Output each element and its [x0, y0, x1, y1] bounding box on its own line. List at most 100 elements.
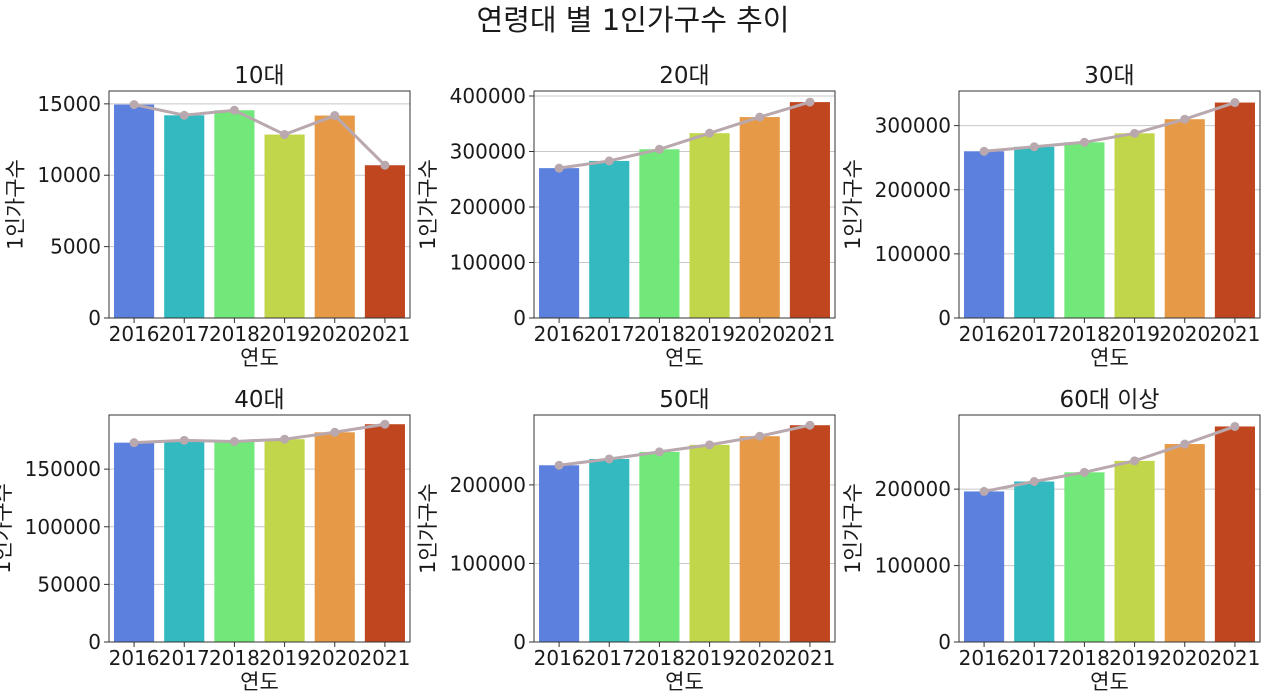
x-tick-label-2017: 2017	[584, 322, 635, 346]
trend-point-2019	[705, 128, 715, 138]
trend-point-2019	[1130, 456, 1140, 466]
trend-point-2016	[979, 486, 989, 496]
bar-2020	[1164, 444, 1205, 642]
bar-2017	[589, 458, 630, 642]
trend-line	[983, 101, 1236, 153]
x-tick-label-2020: 2020	[734, 322, 785, 346]
subplot-title: 10대	[234, 63, 284, 89]
trend-point-2019	[280, 130, 290, 140]
trend-point-2019	[705, 440, 715, 450]
trend-point-2021	[380, 419, 390, 429]
trend-point-2018	[1079, 137, 1089, 147]
trend-point-2018	[229, 437, 239, 447]
bar-2021	[789, 425, 830, 642]
bar-2016	[539, 168, 580, 318]
bar-2017	[1014, 146, 1055, 318]
x-tick-label-2019: 2019	[1109, 646, 1160, 670]
x-tick-label-2017: 2017	[159, 646, 210, 670]
trend-point-2019	[280, 434, 290, 444]
y-tick-label: 100000	[25, 515, 101, 539]
x-tick-label-2019: 2019	[1109, 322, 1160, 346]
bar-2021	[789, 102, 830, 318]
x-axis-label: 연도	[240, 670, 279, 694]
figure-title: 연령대 별 1인가구수 추이	[477, 3, 790, 37]
trend-point-2017	[604, 156, 614, 166]
trend-point-2018	[654, 144, 664, 154]
subplot-title: 40대	[234, 387, 284, 413]
x-axis-label: 연도	[665, 346, 704, 370]
subplot-1: 0 5000 10000 15000 2016 2017 2018 2019 2020 2021 1…	[4, 63, 411, 370]
bar-2019	[264, 439, 305, 642]
bar-2020	[1164, 119, 1205, 318]
trend-point-2021	[380, 160, 390, 170]
trend-point-2021	[1230, 98, 1240, 108]
trend-point-2021	[805, 97, 815, 107]
subplot-2: 0 100000 200000 300000 400000 2016 2017 2018 201…	[416, 63, 836, 370]
trend-point-2020	[330, 111, 340, 121]
trend-point-2020	[755, 112, 765, 122]
y-tick-label: 100000	[875, 554, 951, 578]
trend-point-2020	[330, 427, 340, 437]
x-tick-label-2021: 2021	[359, 322, 410, 346]
bar-2020	[314, 432, 355, 642]
trend-point-2018	[229, 105, 239, 115]
axes-frame	[108, 414, 411, 643]
trend-point-2017	[604, 454, 614, 464]
axes-frame	[958, 414, 1261, 643]
axes-frame	[533, 90, 836, 319]
axes-frame	[108, 90, 411, 319]
bar-2018	[214, 110, 255, 318]
x-tick-label-2017: 2017	[1009, 322, 1060, 346]
bar-2017	[164, 115, 205, 318]
x-tick-label-2019: 2019	[684, 646, 735, 670]
trend-point-2019	[1130, 128, 1140, 138]
x-tick-label-2021: 2021	[784, 322, 835, 346]
bar-2018	[639, 451, 680, 642]
bar-2019	[1114, 460, 1155, 642]
bar-2019	[264, 134, 305, 318]
y-tick-label: 0	[938, 306, 951, 330]
y-tick-label: 150000	[25, 457, 101, 481]
subplot-6: 0 100000 200000 2016 2017 2018 2019 2020 2021 60대…	[841, 387, 1261, 694]
bar-2018	[639, 149, 680, 318]
y-tick-label: 0	[938, 630, 951, 654]
bar-2016	[964, 151, 1005, 318]
bar-2021	[1214, 102, 1255, 318]
bar-2020	[739, 117, 780, 318]
bar-2021	[1214, 426, 1255, 642]
x-tick-label-2018: 2018	[1059, 646, 1110, 670]
y-tick-label: 15000	[37, 92, 101, 116]
y-tick-label: 50000	[37, 572, 101, 596]
y-axis-label: 1인가구수	[416, 483, 440, 574]
y-tick-label: 0	[513, 306, 526, 330]
x-tick-label-2018: 2018	[634, 646, 685, 670]
x-tick-label-2019: 2019	[259, 322, 310, 346]
x-tick-label-2018: 2018	[209, 646, 260, 670]
y-tick-label: 100000	[875, 242, 951, 266]
bar-2017	[589, 160, 630, 318]
x-tick-label-2016: 2016	[534, 646, 585, 670]
x-tick-label-2017: 2017	[1009, 646, 1060, 670]
trend-point-2017	[1029, 476, 1039, 486]
x-tick-label-2020: 2020	[1159, 646, 1210, 670]
x-tick-label-2021: 2021	[359, 646, 410, 670]
trend-point-2021	[1230, 421, 1240, 431]
subplot-5: 0 100000 200000 2016 2017 2018 2019 2020 2021 50대…	[416, 387, 836, 694]
x-tick-label-2020: 2020	[734, 646, 785, 670]
bar-2020	[739, 436, 780, 642]
x-tick-label-2016: 2016	[959, 646, 1010, 670]
y-tick-label: 0	[88, 306, 101, 330]
y-tick-label: 200000	[450, 473, 526, 497]
subplot-title: 50대	[659, 387, 709, 413]
x-tick-label-2020: 2020	[1159, 322, 1210, 346]
y-tick-label: 100000	[450, 551, 526, 575]
subplot-title: 30대	[1084, 63, 1134, 89]
trend-point-2018	[1079, 467, 1089, 477]
trend-point-2017	[179, 435, 189, 445]
bar-2016	[539, 465, 580, 642]
y-axis-label: 1인가구수	[841, 159, 865, 250]
x-axis-label: 연도	[1090, 670, 1129, 694]
trend-point-2020	[755, 431, 765, 441]
y-tick-label: 200000	[875, 477, 951, 501]
